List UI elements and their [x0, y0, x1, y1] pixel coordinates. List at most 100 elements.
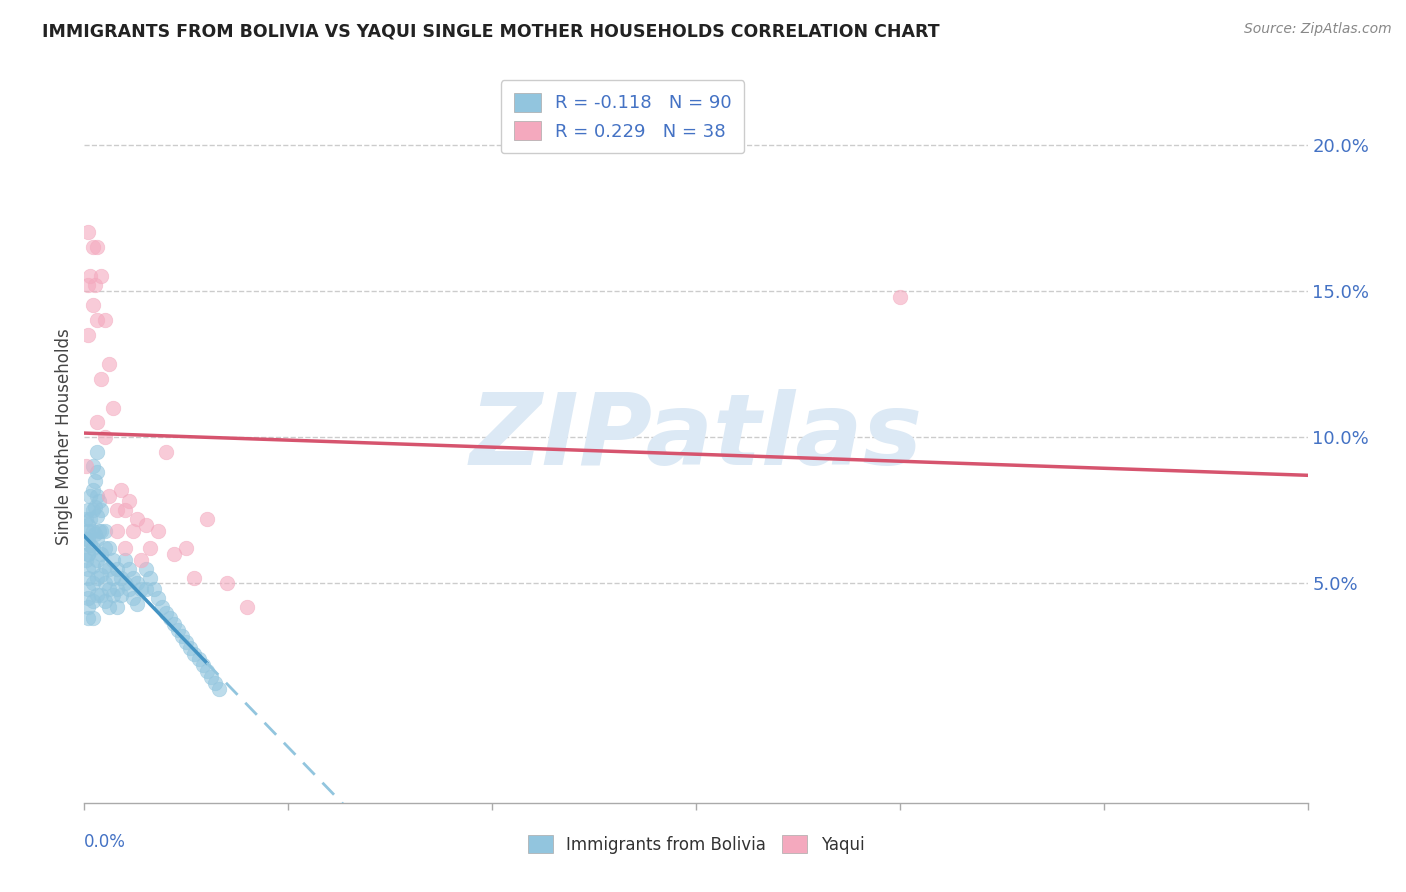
Point [114, 553, 136, 567]
Point [114, 541, 136, 556]
Point [195, 512, 218, 526]
Point [86, 509, 108, 524]
Point [76, 524, 98, 538]
Point [167, 623, 190, 637]
Point [77, 599, 100, 614]
Point [155, 444, 177, 458]
Point [183, 570, 205, 584]
Point [76, 547, 98, 561]
Point [77, 570, 100, 584]
Point [105, 524, 128, 538]
Point [75, 553, 97, 567]
Point [86, 240, 108, 254]
Point [83, 277, 105, 292]
Point [127, 597, 149, 611]
Point [86, 313, 108, 327]
Point [86, 588, 108, 602]
Point [93, 576, 115, 591]
Point [179, 640, 201, 655]
Point [195, 664, 218, 678]
Point [208, 681, 231, 696]
Point [150, 599, 173, 614]
Point [159, 611, 181, 625]
Point [217, 576, 239, 591]
Point [82, 594, 104, 608]
Point [97, 599, 120, 614]
Point [82, 240, 104, 254]
Point [77, 547, 100, 561]
Point [101, 570, 124, 584]
Point [82, 298, 104, 312]
Text: ZIPatlas: ZIPatlas [470, 389, 922, 485]
Point [131, 553, 153, 567]
Point [86, 465, 108, 479]
Point [163, 617, 186, 632]
Point [97, 582, 120, 597]
Point [114, 503, 136, 517]
Point [122, 570, 145, 584]
Point [135, 562, 157, 576]
Point [82, 576, 104, 591]
Point [77, 591, 100, 605]
Point [79, 512, 101, 526]
Point [82, 524, 104, 538]
Point [86, 553, 108, 567]
Point [82, 483, 104, 497]
Point [86, 416, 108, 430]
Point [142, 582, 165, 597]
Point [90, 588, 112, 602]
Point [77, 327, 100, 342]
Point [155, 606, 177, 620]
Point [90, 547, 112, 561]
Point [86, 570, 108, 584]
Point [187, 652, 209, 666]
Point [83, 526, 105, 541]
Point [110, 588, 132, 602]
Point [93, 558, 115, 573]
Y-axis label: Single Mother Households: Single Mother Households [55, 329, 73, 545]
Point [118, 562, 141, 576]
Point [138, 570, 160, 584]
Point [90, 524, 112, 538]
Point [76, 277, 98, 292]
Point [77, 503, 100, 517]
Point [86, 444, 108, 458]
Point [135, 582, 157, 597]
Point [122, 524, 145, 538]
Point [236, 599, 259, 614]
Point [97, 489, 120, 503]
Point [93, 313, 115, 327]
Point [83, 500, 105, 515]
Point [77, 225, 100, 239]
Point [93, 524, 115, 538]
Point [75, 533, 97, 547]
Point [77, 517, 100, 532]
Text: 0.0%: 0.0% [84, 833, 127, 851]
Point [77, 582, 100, 597]
Point [77, 562, 100, 576]
Point [97, 562, 120, 576]
Point [75, 459, 97, 474]
Point [118, 582, 141, 597]
Point [86, 489, 108, 503]
Point [79, 538, 101, 552]
Point [90, 269, 112, 284]
Point [93, 430, 115, 444]
Point [93, 541, 115, 556]
Point [146, 591, 169, 605]
Point [163, 547, 186, 561]
Text: Source: ZipAtlas.com: Source: ZipAtlas.com [1244, 22, 1392, 37]
Point [79, 269, 101, 284]
Point [105, 562, 128, 576]
Point [114, 576, 136, 591]
Point [97, 357, 120, 371]
Point [83, 474, 105, 488]
Point [87, 524, 110, 538]
Point [101, 401, 124, 415]
Point [82, 541, 104, 556]
Point [101, 588, 124, 602]
Point [122, 591, 145, 605]
Point [138, 541, 160, 556]
Point [82, 459, 104, 474]
Point [889, 290, 911, 304]
